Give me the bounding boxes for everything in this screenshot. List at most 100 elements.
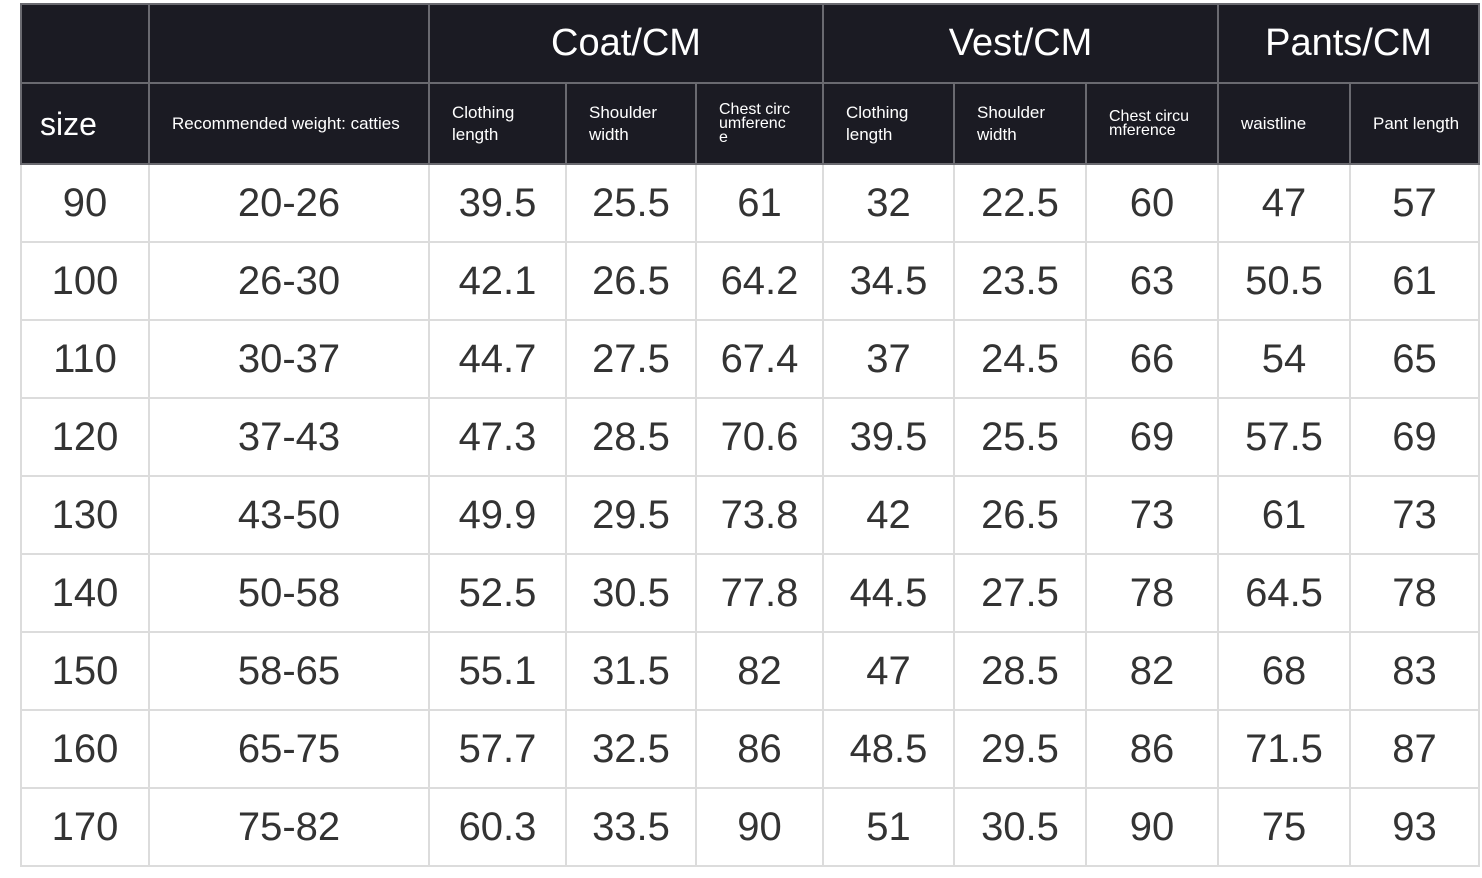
group-header: Coat/CM bbox=[428, 3, 824, 84]
column-header: Shoulder width bbox=[565, 82, 697, 165]
table-cell: 73.8 bbox=[695, 475, 824, 555]
table-cell: 47 bbox=[1217, 163, 1352, 243]
table-cell: 69 bbox=[1084, 397, 1220, 477]
table-cell: 28.5 bbox=[953, 631, 1087, 711]
table-cell: 44.7 bbox=[428, 319, 567, 399]
table-cell: 61 bbox=[1349, 241, 1481, 321]
size-chart: Coat/CM Vest/CM Pants/CM size Recommended… bbox=[20, 3, 1481, 867]
group-header: Vest/CM bbox=[821, 3, 1220, 84]
table-cell: 90 bbox=[20, 163, 150, 243]
table-cell: 83 bbox=[1349, 631, 1481, 711]
table-cell: 50-58 bbox=[148, 553, 430, 633]
table-cell: 29.5 bbox=[953, 709, 1087, 789]
table-cell: 110 bbox=[20, 319, 150, 399]
table-cell: 64.5 bbox=[1217, 553, 1352, 633]
table-cell: 100 bbox=[20, 241, 150, 321]
table-cell: 25.5 bbox=[953, 397, 1087, 477]
table-cell: 37 bbox=[822, 319, 955, 399]
table-cell: 44.5 bbox=[822, 553, 955, 633]
table-row: 120 37-43 47.3 28.5 70.6 39.5 25.5 69 57.5 69 bbox=[20, 397, 1481, 477]
table-cell: 61 bbox=[1217, 475, 1352, 555]
column-header-row: size Recommended weight: catties Clothing … bbox=[20, 82, 1481, 165]
table-cell: 78 bbox=[1349, 553, 1481, 633]
table-cell: 24.5 bbox=[953, 319, 1087, 399]
table-cell: 28.5 bbox=[565, 397, 697, 477]
table-cell: 120 bbox=[20, 397, 150, 477]
table-cell: 130 bbox=[20, 475, 150, 555]
table-cell: 57.7 bbox=[428, 709, 567, 789]
table-cell: 51 bbox=[822, 787, 955, 867]
size-table: Coat/CM Vest/CM Pants/CM size Recommended… bbox=[20, 3, 1481, 867]
table-cell: 26.5 bbox=[565, 241, 697, 321]
empty-header bbox=[20, 3, 150, 84]
table-cell: 86 bbox=[1084, 709, 1220, 789]
table-cell: 27.5 bbox=[565, 319, 697, 399]
table-row: 100 26-30 42.1 26.5 64.2 34.5 23.5 63 50.5 61 bbox=[20, 241, 1481, 321]
table-cell: 66 bbox=[1084, 319, 1220, 399]
column-header: waistline bbox=[1217, 82, 1352, 165]
table-cell: 30.5 bbox=[953, 787, 1087, 867]
table-cell: 73 bbox=[1349, 475, 1481, 555]
table-row: 170 75-82 60.3 33.5 90 51 30.5 90 75 93 bbox=[20, 787, 1481, 867]
table-cell: 39.5 bbox=[822, 397, 955, 477]
table-cell: 43-50 bbox=[148, 475, 430, 555]
table-cell: 49.9 bbox=[428, 475, 567, 555]
table-cell: 65-75 bbox=[148, 709, 430, 789]
table-cell: 25.5 bbox=[565, 163, 697, 243]
column-header: Clothing length bbox=[428, 82, 567, 165]
table-cell: 60.3 bbox=[428, 787, 567, 867]
table-cell: 75 bbox=[1217, 787, 1352, 867]
table-cell: 73 bbox=[1084, 475, 1220, 555]
table-cell: 140 bbox=[20, 553, 150, 633]
table-cell: 93 bbox=[1349, 787, 1481, 867]
table-cell: 82 bbox=[1084, 631, 1220, 711]
table-row: 150 58-65 55.1 31.5 82 47 28.5 82 68 83 bbox=[20, 631, 1481, 711]
table-cell: 64.2 bbox=[695, 241, 824, 321]
table-cell: 50.5 bbox=[1217, 241, 1352, 321]
table-cell: 160 bbox=[20, 709, 150, 789]
table-row: 140 50-58 52.5 30.5 77.8 44.5 27.5 78 64.5 78 bbox=[20, 553, 1481, 633]
table-cell: 31.5 bbox=[565, 631, 697, 711]
table-cell: 61 bbox=[695, 163, 824, 243]
table-cell: 75-82 bbox=[148, 787, 430, 867]
table-cell: 65 bbox=[1349, 319, 1481, 399]
table-cell: 32 bbox=[822, 163, 955, 243]
table-body: 90 20-26 39.5 25.5 61 32 22.5 60 47 57 100 26-30 42.… bbox=[20, 163, 1481, 867]
table-cell: 54 bbox=[1217, 319, 1352, 399]
empty-header bbox=[148, 3, 430, 84]
column-header: Chest circumference bbox=[695, 82, 824, 165]
table-cell: 82 bbox=[695, 631, 824, 711]
table-cell: 55.1 bbox=[428, 631, 567, 711]
table-cell: 27.5 bbox=[953, 553, 1087, 633]
table-cell: 34.5 bbox=[822, 241, 955, 321]
table-cell: 90 bbox=[695, 787, 824, 867]
group-header: Pants/CM bbox=[1217, 3, 1481, 84]
column-header: size bbox=[20, 82, 150, 165]
table-cell: 29.5 bbox=[565, 475, 697, 555]
table-cell: 20-26 bbox=[148, 163, 430, 243]
column-header: Recommended weight: catties bbox=[148, 82, 430, 165]
column-header: Clothing length bbox=[822, 82, 955, 165]
table-cell: 63 bbox=[1084, 241, 1220, 321]
table-cell: 70.6 bbox=[695, 397, 824, 477]
column-header: Shoulder width bbox=[953, 82, 1087, 165]
table-cell: 67.4 bbox=[695, 319, 824, 399]
table-cell: 60 bbox=[1084, 163, 1220, 243]
table-cell: 77.8 bbox=[695, 553, 824, 633]
table-cell: 42.1 bbox=[428, 241, 567, 321]
table-cell: 32.5 bbox=[565, 709, 697, 789]
table-cell: 30-37 bbox=[148, 319, 430, 399]
table-row: 130 43-50 49.9 29.5 73.8 42 26.5 73 61 73 bbox=[20, 475, 1481, 555]
table-cell: 37-43 bbox=[148, 397, 430, 477]
table-cell: 48.5 bbox=[822, 709, 955, 789]
table-cell: 57 bbox=[1349, 163, 1481, 243]
table-cell: 47.3 bbox=[428, 397, 567, 477]
table-cell: 170 bbox=[20, 787, 150, 867]
column-header: Chest circumference bbox=[1084, 82, 1220, 165]
table-cell: 42 bbox=[822, 475, 955, 555]
table-cell: 78 bbox=[1084, 553, 1220, 633]
table-row: 110 30-37 44.7 27.5 67.4 37 24.5 66 54 65 bbox=[20, 319, 1481, 399]
column-header: Pant length bbox=[1349, 82, 1481, 165]
table-cell: 71.5 bbox=[1217, 709, 1352, 789]
table-cell: 87 bbox=[1349, 709, 1481, 789]
